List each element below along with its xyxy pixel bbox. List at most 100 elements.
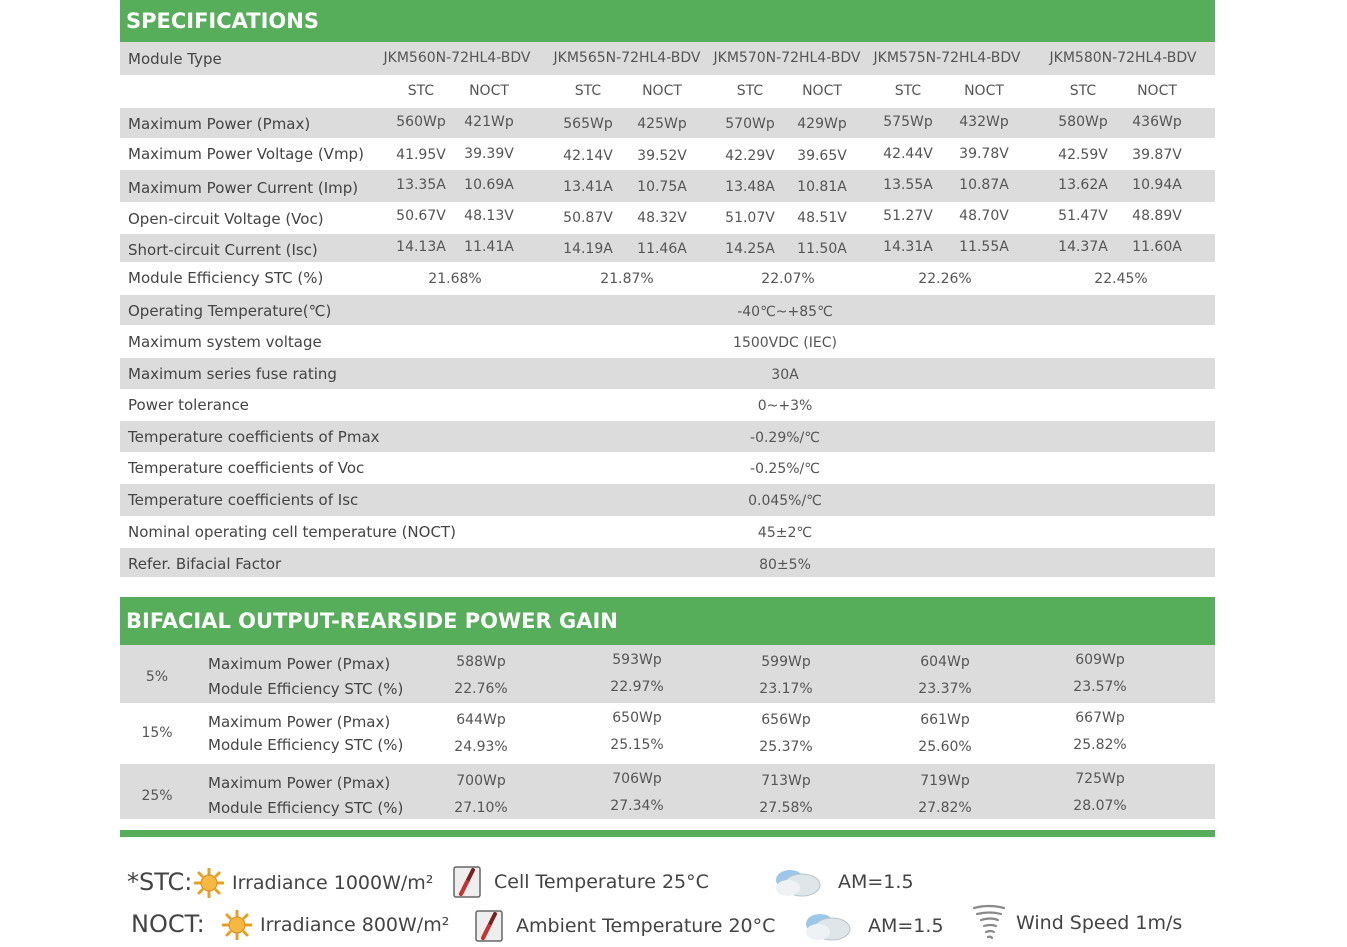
- spec-row-value: 30A: [771, 367, 799, 383]
- bifacial-power-value: 604Wp: [920, 654, 970, 670]
- noct-temp-text: Ambient Temperature 20°C: [516, 915, 776, 937]
- specifications-title: SPECIFICATIONS: [126, 9, 319, 33]
- spec-row-label: Maximum system voltage: [128, 333, 322, 351]
- stc-value: 13.35A: [396, 177, 446, 193]
- stc-value: 13.62A: [1058, 177, 1108, 193]
- stc-value: 42.44V: [883, 146, 933, 162]
- bifacial-efficiency-value: 22.97%: [610, 679, 664, 695]
- spec-row-label: Temperature coefficients of Pmax: [128, 428, 380, 446]
- stc-cell-temperature: Cell Temperature 25°C: [452, 866, 709, 898]
- noct-heading: NOCT: [1137, 83, 1177, 99]
- noct-value: 10.81A: [797, 179, 847, 195]
- spec-row-label: Maximum Power Voltage (Vmp): [128, 145, 364, 163]
- stc-value: 51.07V: [725, 210, 775, 226]
- power-label: Maximum Power (Pmax): [208, 774, 391, 792]
- spec-row: Maximum Power Voltage (Vmp) 41.95V 39.39V 4…: [120, 138, 1215, 170]
- condition-header-row: STC NOCT STC NOCT STC NOCT STC NOCT STC …: [120, 75, 1215, 108]
- noct-value: 10.75A: [637, 179, 687, 195]
- bifacial-efficiency-value: 25.60%: [918, 739, 972, 755]
- stc-heading: STC: [407, 83, 435, 99]
- spec-row-label: Short-circuit Current (Isc): [128, 241, 318, 259]
- spec-row: Operating Temperature(℃) -40℃~+85℃: [120, 295, 1215, 325]
- efficiency-label: Module Efficiency STC (%): [208, 680, 404, 698]
- tornado-icon: [972, 904, 1006, 942]
- spec-row: Maximum Power (Pmax) 560Wp 421Wp 565Wp 425Wp…: [120, 108, 1215, 138]
- bifacial-power-value: 700Wp: [456, 773, 506, 789]
- stc-value: 560Wp: [396, 114, 446, 130]
- bifacial-power-value: 593Wp: [612, 652, 662, 668]
- stc-value: 580Wp: [1058, 114, 1108, 130]
- spec-row-label: Maximum Power Current (Imp): [128, 179, 359, 197]
- spec-row-label: Open-circuit Voltage (Voc): [128, 210, 324, 228]
- stc-value: 14.19A: [563, 241, 613, 257]
- noct-irradiance-text: Irradiance 800W/m²: [260, 914, 450, 936]
- module-name: JKM560N-72HL4-BDV: [383, 50, 531, 66]
- divider: [120, 830, 1215, 837]
- noct-value: 48.13V: [464, 208, 514, 224]
- spec-row-label: Temperature coefficients of Isc: [128, 491, 359, 509]
- stc-value: 50.67V: [396, 208, 446, 224]
- bifacial-efficiency-value: 28.07%: [1073, 798, 1127, 814]
- stc-heading: STC: [894, 83, 922, 99]
- noct-value: 11.55A: [959, 239, 1009, 255]
- stc-value: 13.41A: [563, 179, 613, 195]
- noct-value: 10.87A: [959, 177, 1009, 193]
- noct-value: 11.46A: [637, 241, 687, 257]
- noct-value: 48.32V: [637, 210, 687, 226]
- module-name: JKM565N-72HL4-BDV: [553, 50, 701, 66]
- stc-value: 14.31A: [883, 239, 933, 255]
- noct-value: 425Wp: [637, 116, 687, 132]
- stc-value: 575Wp: [883, 114, 933, 130]
- spec-row-label: Refer. Bifacial Factor: [128, 555, 282, 573]
- bifacial-power-value: 706Wp: [612, 771, 662, 787]
- efficiency-label: Module Efficiency STC (%): [208, 799, 404, 817]
- efficiency-label: Module Efficiency STC (%): [208, 736, 404, 754]
- noct-key: NOCT:: [131, 910, 205, 938]
- stc-irradiance-text: Irradiance 1000W/m²: [232, 872, 434, 894]
- noct-ambient-temperature: Ambient Temperature 20°C: [474, 910, 775, 942]
- stc-value: 42.14V: [563, 148, 613, 164]
- bifacial-header: BIFACIAL OUTPUT-REARSIDE POWER GAIN: [120, 597, 1215, 645]
- power-label: Maximum Power (Pmax): [208, 655, 391, 673]
- stc-heading: STC: [574, 83, 602, 99]
- cloud-icon: [800, 910, 854, 942]
- noct-value: 39.65V: [797, 148, 847, 164]
- bifacial-efficiency-value: 24.93%: [454, 739, 508, 755]
- noct-value: 39.87V: [1132, 147, 1182, 163]
- stc-value: 13.55A: [883, 177, 933, 193]
- noct-value: 39.52V: [637, 148, 687, 164]
- module-type-label: Module Type: [128, 50, 222, 68]
- efficiency-label: Module Efficiency STC (%): [128, 269, 324, 287]
- bifacial-efficiency-value: 25.82%: [1073, 737, 1127, 753]
- spec-row: Temperature coefficients of Voc -0.25%/℃: [120, 452, 1215, 484]
- gain-percent: 15%: [141, 725, 173, 741]
- spec-row-label: Maximum Power (Pmax): [128, 115, 311, 133]
- spec-row: Open-circuit Voltage (Voc) 50.67V 48.13V 50…: [120, 202, 1215, 234]
- spec-row: Short-circuit Current (Isc) 14.13A 11.41A 1…: [120, 234, 1215, 262]
- bifacial-power-value: 599Wp: [761, 654, 811, 670]
- wind-text: Wind Speed 1m/s: [1016, 912, 1183, 934]
- stc-value: 42.29V: [725, 148, 775, 164]
- bifacial-efficiency-value: 23.57%: [1073, 679, 1127, 695]
- noct-heading: NOCT: [802, 83, 842, 99]
- noct-value: 11.50A: [797, 241, 847, 257]
- stc-value: 50.87V: [563, 210, 613, 226]
- efficiency-value: 21.87%: [600, 271, 654, 287]
- stc-value: 51.27V: [883, 208, 933, 224]
- wind-speed: Wind Speed 1m/s: [972, 904, 1182, 942]
- spec-row: Temperature coefficients of Pmax -0.29%/℃: [120, 421, 1215, 452]
- bifacial-power-value: 661Wp: [920, 712, 970, 728]
- bifacial-efficiency-value: 22.76%: [454, 681, 508, 697]
- spec-row-label: Maximum series fuse rating: [128, 365, 337, 383]
- power-label: Maximum Power (Pmax): [208, 713, 391, 731]
- noct-value: 432Wp: [959, 114, 1009, 130]
- spec-row: Maximum system voltage 1500VDC (IEC): [120, 326, 1215, 358]
- noct-value: 11.60A: [1132, 239, 1182, 255]
- bifacial-group: 5% Maximum Power (Pmax) Module Efficiency …: [120, 645, 1215, 703]
- bifacial-power-value: 725Wp: [1075, 771, 1125, 787]
- spec-row-value: 1500VDC (IEC): [733, 335, 837, 351]
- spec-row: Power tolerance 0~+3%: [120, 389, 1215, 421]
- spec-row: Maximum series fuse rating 30A: [120, 358, 1215, 389]
- spec-row: Maximum Power Current (Imp) 13.35A 10.69A 1…: [120, 170, 1215, 202]
- spec-row-value: 0.045%/℃: [748, 493, 822, 509]
